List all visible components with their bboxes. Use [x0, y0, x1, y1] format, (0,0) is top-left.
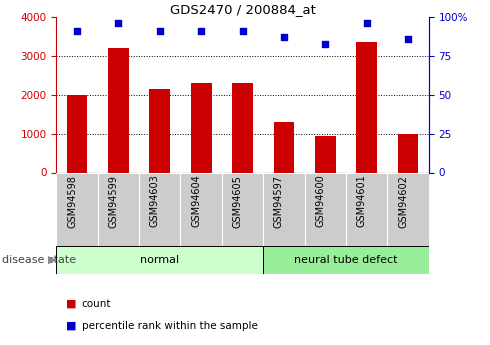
Point: [73, 28, 81, 34]
Bar: [315, 136, 336, 172]
Text: GSM94599: GSM94599: [108, 175, 119, 228]
Bar: [98, 172, 139, 247]
Bar: [56, 172, 98, 247]
Text: GSM94601: GSM94601: [357, 175, 367, 227]
Bar: [222, 172, 263, 247]
Bar: [149, 89, 170, 172]
Text: normal: normal: [140, 255, 179, 265]
Point: [363, 21, 370, 26]
Bar: [139, 172, 180, 247]
Bar: [346, 172, 388, 247]
Bar: [263, 246, 429, 274]
Bar: [356, 42, 377, 172]
Text: GSM94603: GSM94603: [150, 175, 160, 227]
Bar: [191, 83, 212, 172]
Bar: [232, 83, 253, 172]
Bar: [56, 246, 263, 274]
Bar: [305, 172, 346, 247]
Bar: [388, 172, 429, 247]
Text: disease state: disease state: [2, 255, 76, 265]
Bar: [108, 48, 129, 172]
Bar: [398, 134, 418, 172]
Text: ■: ■: [66, 299, 76, 308]
Text: GSM94602: GSM94602: [398, 175, 408, 228]
Bar: [273, 122, 294, 172]
Point: [156, 28, 164, 34]
Point: [197, 28, 205, 34]
Text: neural tube defect: neural tube defect: [294, 255, 398, 265]
Point: [115, 21, 122, 26]
Text: percentile rank within the sample: percentile rank within the sample: [82, 321, 258, 331]
Bar: [67, 95, 87, 172]
Bar: [180, 172, 222, 247]
Text: ■: ■: [66, 321, 76, 331]
Text: count: count: [82, 299, 111, 308]
Bar: [263, 172, 305, 247]
Text: GSM94604: GSM94604: [191, 175, 201, 227]
Title: GDS2470 / 200884_at: GDS2470 / 200884_at: [170, 3, 316, 16]
Text: GSM94605: GSM94605: [233, 175, 243, 228]
Point: [280, 35, 288, 40]
Text: GSM94598: GSM94598: [67, 175, 77, 228]
Point: [404, 36, 412, 42]
Text: ▶: ▶: [48, 255, 56, 265]
Text: GSM94600: GSM94600: [315, 175, 325, 227]
Point: [239, 28, 246, 34]
Text: GSM94597: GSM94597: [274, 175, 284, 228]
Point: [321, 41, 329, 47]
